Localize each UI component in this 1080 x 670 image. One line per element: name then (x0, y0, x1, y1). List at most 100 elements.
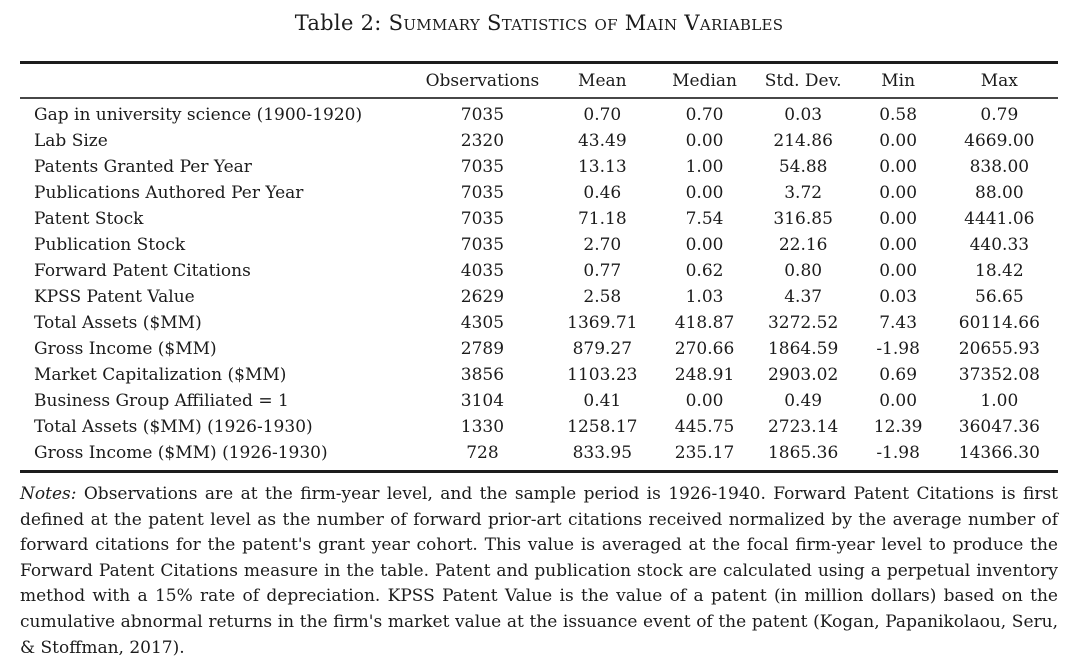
row-label: Publication Stock (34, 235, 186, 255)
cell-max: 4441.06 (964, 209, 1035, 229)
cell-observations: 7035 (460, 183, 505, 203)
cell-min: 0.00 (879, 183, 918, 203)
cell-max: 37352.08 (958, 365, 1040, 385)
table-notes: Notes: Observations are at the firm-year… (20, 482, 1058, 661)
cell-min: 0.69 (879, 365, 918, 385)
cell-median: 0.00 (685, 391, 724, 411)
cell-observations: 4035 (460, 261, 505, 281)
table-row: Gap in university science (1900-1920) 703… (20, 98, 1058, 128)
cell-observations: 3856 (460, 365, 505, 385)
cell-min: 7.43 (879, 313, 918, 333)
cell-min: 0.00 (879, 209, 918, 229)
cell-observations: 1330 (460, 417, 505, 437)
cell-observations: 3104 (460, 391, 505, 411)
notes-text: Observations are at the firm-year level,… (20, 484, 1059, 658)
cell-min: 0.58 (879, 105, 918, 125)
cell-median: 418.87 (674, 313, 735, 333)
table-row: Lab Size 2320 43.49 0.00 214.86 0.00 4669.00 (20, 128, 1058, 154)
cell-mean: 833.95 (572, 443, 633, 463)
col-header-max: Max (940, 62, 1058, 99)
cell-min: 0.00 (879, 261, 918, 281)
row-label: Total Assets ($MM) (34, 313, 202, 333)
cell-std-dev: 3272.52 (767, 313, 839, 333)
cell-observations: 2320 (460, 131, 505, 151)
cell-median: 0.62 (685, 261, 724, 281)
cell-max: 838.00 (969, 157, 1030, 177)
cell-median: 0.70 (685, 105, 724, 125)
cell-observations: 2629 (460, 287, 505, 307)
table-row: Business Group Affiliated = 1 3104 0.41 0.0… (20, 388, 1058, 414)
cell-observations: 728 (466, 443, 499, 463)
row-label: Total Assets ($MM) (1926-1930) (34, 417, 313, 437)
cell-mean: 0.70 (583, 105, 622, 125)
table-row: Gross Income ($MM) (1926-1930) 728 833.95 2… (20, 440, 1058, 472)
cell-median: 7.54 (685, 209, 724, 229)
cell-std-dev: 2903.02 (767, 365, 839, 385)
cell-std-dev: 1864.59 (767, 339, 839, 359)
cell-max: 88.00 (975, 183, 1024, 203)
cell-median: 0.00 (685, 235, 724, 255)
col-header-mean: Mean (546, 62, 659, 99)
table-row: Patents Granted Per Year 7035 13.13 1.00 54.… (20, 154, 1058, 180)
cell-max: 36047.36 (958, 417, 1040, 437)
cell-mean: 0.77 (583, 261, 622, 281)
cell-min: -1.98 (876, 443, 920, 463)
cell-std-dev: 316.85 (773, 209, 833, 229)
cell-min: 0.00 (879, 131, 918, 151)
cell-std-dev: 3.72 (784, 183, 823, 203)
cell-mean: 13.13 (577, 157, 627, 177)
cell-mean: 0.41 (583, 391, 622, 411)
cell-median: 0.00 (685, 183, 724, 203)
cell-observations: 7035 (460, 105, 505, 125)
cell-median: 0.00 (685, 131, 724, 151)
col-header-median: Median (658, 62, 751, 99)
cell-std-dev: 0.03 (784, 105, 823, 125)
cell-max: 14366.30 (958, 443, 1040, 463)
table-row: Publication Stock 7035 2.70 0.00 22.16 0.00 44… (20, 232, 1058, 258)
cell-mean: 2.58 (583, 287, 622, 307)
col-header-observations: Observations (418, 62, 547, 99)
corner-cell (20, 62, 419, 99)
table-row: Gross Income ($MM) 2789 879.27 270.66 1864.5… (20, 336, 1058, 362)
cell-std-dev: 214.86 (773, 131, 833, 151)
row-label: Publications Authored Per Year (34, 183, 304, 203)
row-label: Patent Stock (34, 209, 144, 229)
header-row: Observations Mean Median Std. Dev. Min M… (20, 62, 1058, 99)
cell-min: 0.00 (879, 157, 918, 177)
cell-mean: 1103.23 (567, 365, 638, 385)
table-title-smallcaps: Summary Statistics of Main Variables (388, 11, 784, 35)
row-label: Gross Income ($MM) (34, 339, 217, 359)
cell-mean: 1369.71 (567, 313, 638, 333)
notes-label: Notes: (20, 484, 77, 504)
cell-mean: 879.27 (572, 339, 633, 359)
cell-mean: 2.70 (583, 235, 622, 255)
col-header-min: Min (855, 62, 941, 99)
cell-median: 1.00 (685, 157, 724, 177)
row-label: Patents Granted Per Year (34, 157, 252, 177)
row-label: KPSS Patent Value (34, 287, 195, 307)
cell-observations: 7035 (460, 235, 505, 255)
row-label: Business Group Affiliated = 1 (34, 391, 289, 411)
table-row: Publications Authored Per Year 7035 0.46 0.… (20, 180, 1058, 206)
cell-max: 20655.93 (958, 339, 1040, 359)
table-title-prefix: Table 2: (294, 11, 389, 35)
table-row: Forward Patent Citations 4035 0.77 0.62 0.80… (20, 258, 1058, 284)
cell-min: 12.39 (873, 417, 923, 437)
cell-min: 0.00 (879, 391, 918, 411)
cell-observations: 2789 (460, 339, 505, 359)
cell-max: 4669.00 (964, 131, 1035, 151)
table-title: Table 2: Summary Statistics of Main Vari… (20, 10, 1058, 36)
table-row: Patent Stock 7035 71.18 7.54 316.85 0.00 4441.… (20, 206, 1058, 232)
row-label: Gross Income ($MM) (1926-1930) (34, 443, 328, 463)
cell-observations: 7035 (460, 157, 505, 177)
cell-std-dev: 2723.14 (767, 417, 839, 437)
cell-min: 0.00 (879, 235, 918, 255)
summary-statistics-table: Observations Mean Median Std. Dev. Min M… (20, 61, 1058, 473)
row-label: Forward Patent Citations (34, 261, 251, 281)
table-row: Total Assets ($MM) (1926-1930) 1330 1258.1… (20, 414, 1058, 440)
table-body: Gap in university science (1900-1920) 703… (20, 98, 1058, 472)
cell-mean: 0.46 (583, 183, 622, 203)
cell-std-dev: 1865.36 (767, 443, 839, 463)
table-row: Total Assets ($MM) 4305 1369.71 418.87 3272.… (20, 310, 1058, 336)
